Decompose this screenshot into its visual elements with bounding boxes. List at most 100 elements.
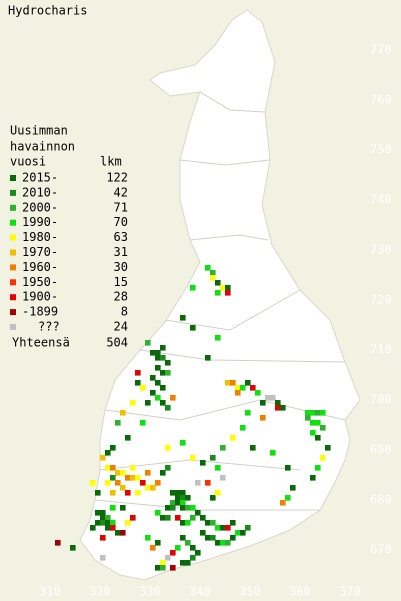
square (215, 465, 221, 471)
square (115, 530, 121, 536)
square (95, 520, 101, 526)
square (110, 465, 116, 471)
square (170, 500, 176, 506)
square (155, 480, 161, 486)
square (115, 470, 121, 476)
square (280, 500, 286, 506)
square (225, 525, 231, 531)
square (230, 380, 236, 386)
square (160, 565, 166, 571)
square (220, 540, 226, 546)
square (280, 405, 286, 411)
legend-count-heading: lkm (100, 155, 122, 169)
x-tick-label: 320 (89, 585, 111, 599)
square (70, 545, 76, 551)
square (105, 465, 111, 471)
square (205, 535, 211, 541)
square (195, 480, 201, 486)
square (210, 535, 216, 541)
legend-count: 15 (114, 275, 128, 289)
square (180, 500, 186, 506)
square (190, 515, 196, 521)
square (225, 290, 231, 296)
legend-swatch (10, 309, 16, 316)
square (320, 455, 326, 461)
square (180, 315, 186, 321)
legend-count: 8 (121, 305, 128, 319)
square (155, 540, 161, 546)
square (110, 445, 116, 451)
square (175, 500, 181, 506)
legend-total-label: Yhteensä (12, 336, 70, 350)
legend-swatch (10, 189, 16, 196)
square (100, 535, 106, 541)
square (155, 395, 161, 401)
square (270, 395, 276, 401)
square (320, 410, 326, 416)
square (245, 380, 251, 386)
region-borders (94, 91, 346, 511)
square (240, 425, 246, 431)
square (165, 555, 171, 561)
square (310, 475, 316, 481)
square (225, 285, 231, 291)
square (120, 470, 126, 476)
square (140, 385, 146, 391)
square (205, 480, 211, 486)
square (185, 540, 191, 546)
y-tick-label: 750 (370, 143, 392, 157)
square (140, 480, 146, 486)
x-tick-label: 350 (239, 585, 261, 599)
x-tick-label: 340 (189, 585, 211, 599)
square (155, 355, 161, 361)
square (290, 485, 296, 491)
square (105, 520, 111, 526)
square (215, 490, 221, 496)
square (245, 410, 251, 416)
square (220, 285, 226, 291)
legend-swatch (10, 324, 16, 330)
legend-swatch (10, 294, 16, 301)
square (135, 380, 141, 386)
square (175, 545, 181, 551)
legend-count: 70 (114, 215, 128, 229)
square (205, 355, 211, 361)
square (180, 560, 186, 566)
square (125, 490, 131, 496)
square (150, 350, 156, 356)
square (210, 455, 216, 461)
y-tick-label: 770 (370, 43, 392, 57)
legend-swatch (10, 249, 16, 256)
square (220, 445, 226, 451)
square (275, 400, 281, 406)
legend-heading: vuosi (10, 155, 46, 169)
square (185, 560, 191, 566)
x-tick-label: 370 (339, 585, 361, 599)
square (285, 465, 291, 471)
square (320, 425, 326, 431)
square (100, 455, 106, 461)
x-tick-label: 310 (39, 585, 61, 599)
square (100, 510, 106, 516)
square (255, 390, 261, 396)
square (120, 505, 126, 511)
square (90, 525, 96, 531)
square (120, 410, 126, 416)
y-tick-label: 680 (370, 493, 392, 507)
square (130, 400, 136, 406)
square (90, 480, 96, 486)
y-tick-label: 760 (370, 93, 392, 107)
square (165, 360, 171, 366)
square (100, 515, 106, 521)
legend-label: 1980- (22, 230, 58, 244)
square (285, 495, 291, 501)
square (170, 490, 176, 496)
observation-squares (55, 265, 331, 571)
legend-label: 1900- (22, 290, 58, 304)
square (225, 540, 231, 546)
legend-count: 122 (106, 171, 128, 185)
square (160, 345, 166, 351)
legend-count: 31 (114, 245, 128, 259)
square (105, 480, 111, 486)
